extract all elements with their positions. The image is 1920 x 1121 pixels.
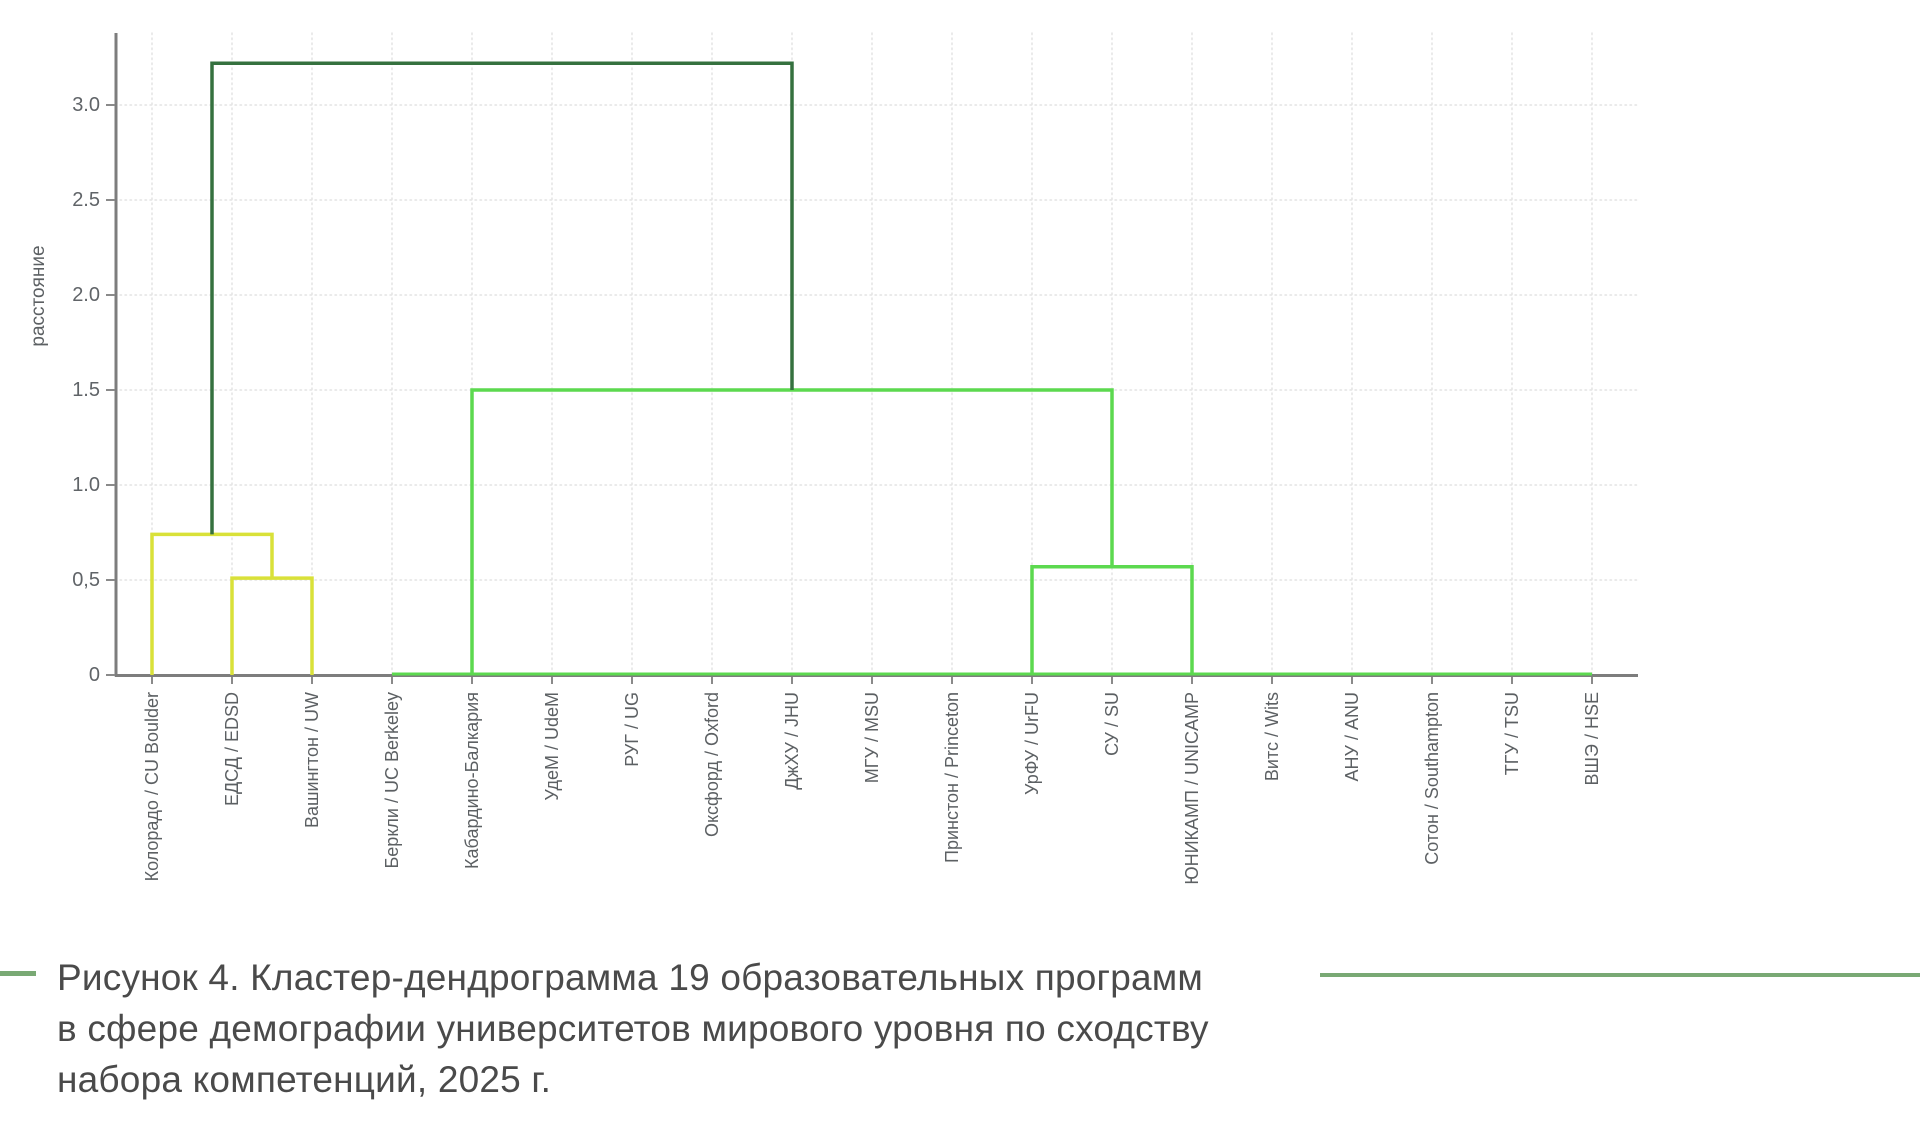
leaf-label: Вашингтон / UW bbox=[302, 692, 322, 829]
dendrogram-link bbox=[230, 576, 314, 675]
caption-left-rule bbox=[0, 971, 36, 976]
y-axis-tick-label: 2.5 bbox=[72, 189, 100, 211]
leaf-label: РУГ / UG bbox=[622, 692, 642, 767]
leaf-label: ЕДСД / EDSD bbox=[222, 692, 242, 807]
y-axis-tick-label: 3.0 bbox=[72, 94, 100, 116]
leaf-label: Кабардино-Балкария bbox=[462, 692, 482, 869]
y-axis-tick-label: 1.5 bbox=[72, 379, 100, 401]
leaf-label: ВШЭ / HSE bbox=[1582, 692, 1602, 786]
caption-right-rule bbox=[1320, 973, 1920, 977]
y-axis-tick-label: 0,5 bbox=[72, 569, 100, 591]
y-axis-tick-label: 1.0 bbox=[72, 474, 100, 496]
dendrogram-link bbox=[210, 61, 794, 535]
leaf-label: ДжХУ / JHU bbox=[782, 692, 802, 790]
leaf-label: МГУ / MSU bbox=[862, 692, 882, 784]
leaf-label: ТГУ / TSU bbox=[1502, 692, 1522, 776]
caption-line-3: набора компетенций, 2025 г. bbox=[57, 1059, 552, 1100]
y-axis-title-text: расстояние bbox=[28, 245, 49, 347]
figure-caption: Рисунок 4. Кластер-дендрограмма 19 образ… bbox=[57, 952, 1297, 1105]
leaf-label: ЮНИКАМП / UNICAMP bbox=[1182, 692, 1202, 885]
leaf-label: УдеМ / UdeM bbox=[542, 692, 562, 801]
dendrogram-link bbox=[150, 532, 274, 675]
caption-line-2: в сфере демографии университетов мировог… bbox=[57, 1008, 1209, 1049]
leaf-label: Принстон / Princeton bbox=[942, 692, 962, 863]
leaf-label: АНУ / ANU bbox=[1342, 692, 1362, 782]
leaf-label: Оксфорд / Oxford bbox=[702, 692, 722, 838]
leaf-label: Колорадо / CU Boulder bbox=[142, 692, 162, 882]
leaf-label: УрФУ / UrFU bbox=[1022, 692, 1042, 795]
y-axis-tick-label: 2.0 bbox=[72, 284, 100, 306]
y-axis-tick-label: 0 bbox=[88, 664, 100, 686]
leaf-label: Витс / Wits bbox=[1262, 692, 1282, 782]
leaf-label: СУ / SU bbox=[1102, 692, 1122, 756]
caption-line-1: Рисунок 4. Кластер-дендрограмма 19 образ… bbox=[57, 957, 1204, 998]
leaf-label: Сотон / Southampton bbox=[1422, 692, 1442, 865]
leaf-label: Беркли / UC Berkeley bbox=[382, 692, 402, 869]
